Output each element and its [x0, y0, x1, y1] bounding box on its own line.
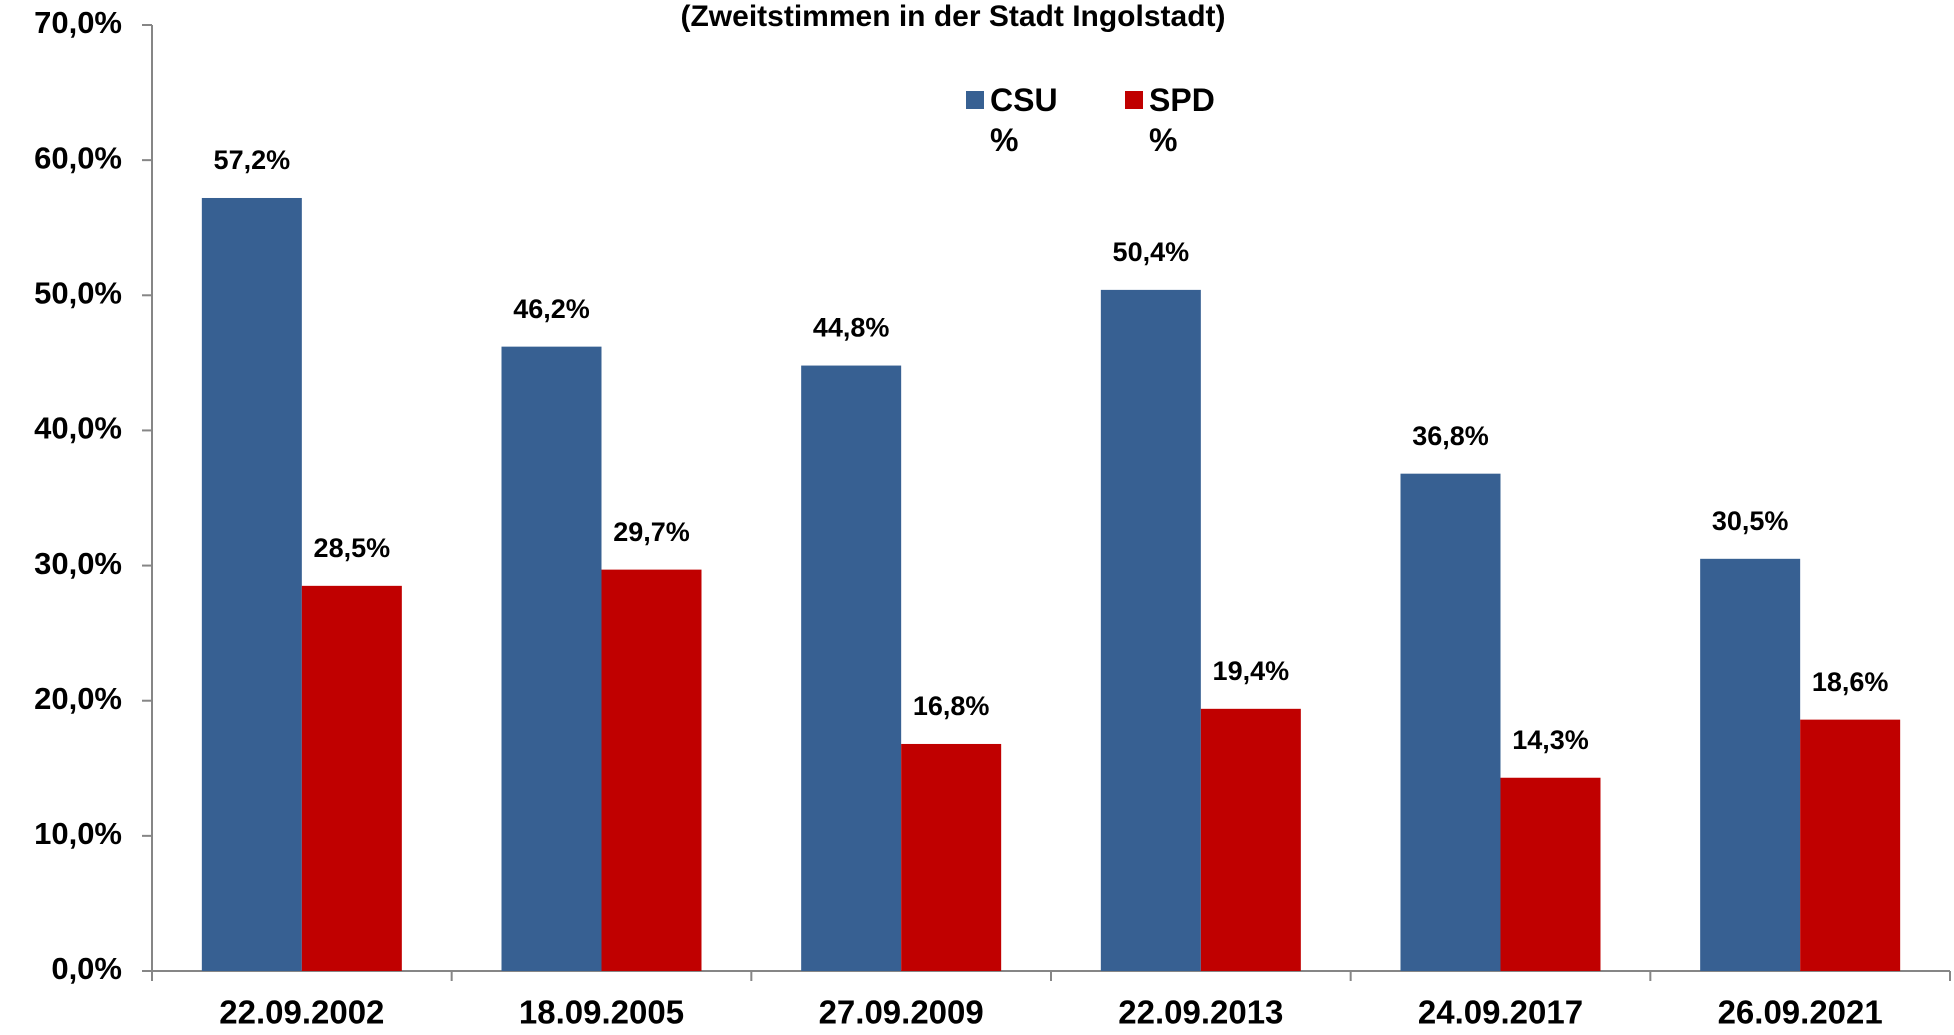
data-label: 44,8%	[813, 313, 890, 343]
x-tick-label: 18.09.2005	[519, 994, 684, 1031]
bar	[201, 197, 302, 972]
y-tick-label: 0,0%	[51, 951, 122, 986]
y-tick-label: 10,0%	[34, 816, 122, 851]
data-label: 29,7%	[613, 517, 690, 547]
y-tick-label: 20,0%	[34, 681, 122, 716]
legend-item: CSU %	[966, 80, 1070, 160]
x-tick-label: 22.09.2002	[219, 994, 384, 1031]
legend-swatch	[1125, 91, 1143, 109]
bar	[801, 365, 902, 971]
bar	[1200, 708, 1301, 971]
y-tick-label: 50,0%	[34, 275, 122, 310]
data-label: 57,2%	[214, 145, 291, 175]
data-label: 16,8%	[913, 691, 990, 721]
bar	[901, 743, 1002, 971]
data-label: 30,5%	[1712, 506, 1789, 536]
y-tick-label: 60,0%	[34, 140, 122, 175]
bar	[1100, 289, 1201, 971]
bar	[501, 346, 602, 971]
x-tick-label: 24.09.2017	[1418, 994, 1583, 1031]
data-label: 50,4%	[1113, 237, 1190, 267]
data-label: 19,4%	[1213, 656, 1290, 686]
bar	[1700, 558, 1801, 971]
legend-swatch	[966, 91, 984, 109]
data-label: 46,2%	[513, 294, 590, 324]
y-tick-label: 70,0%	[34, 5, 122, 40]
bar	[1500, 777, 1601, 971]
data-label: 28,5%	[314, 533, 391, 563]
bar	[1400, 473, 1501, 971]
data-label: 18,6%	[1812, 667, 1889, 697]
legend-item: SPD %	[1125, 80, 1229, 160]
x-tick-label: 26.09.2021	[1718, 994, 1883, 1031]
bar	[301, 585, 402, 971]
x-tick-label: 27.09.2009	[819, 994, 984, 1031]
bar	[601, 569, 702, 971]
x-tick-label: 22.09.2013	[1118, 994, 1283, 1031]
data-label: 14,3%	[1512, 725, 1589, 755]
bar	[1800, 719, 1901, 971]
legend-label: CSU %	[990, 82, 1058, 158]
y-tick-label: 40,0%	[34, 411, 122, 446]
y-tick-label: 30,0%	[34, 546, 122, 581]
chart-title: (Zweitstimmen in der Stadt Ingolstadt)	[680, 0, 1225, 33]
legend-label: SPD %	[1149, 82, 1215, 158]
data-label: 36,8%	[1412, 421, 1489, 451]
